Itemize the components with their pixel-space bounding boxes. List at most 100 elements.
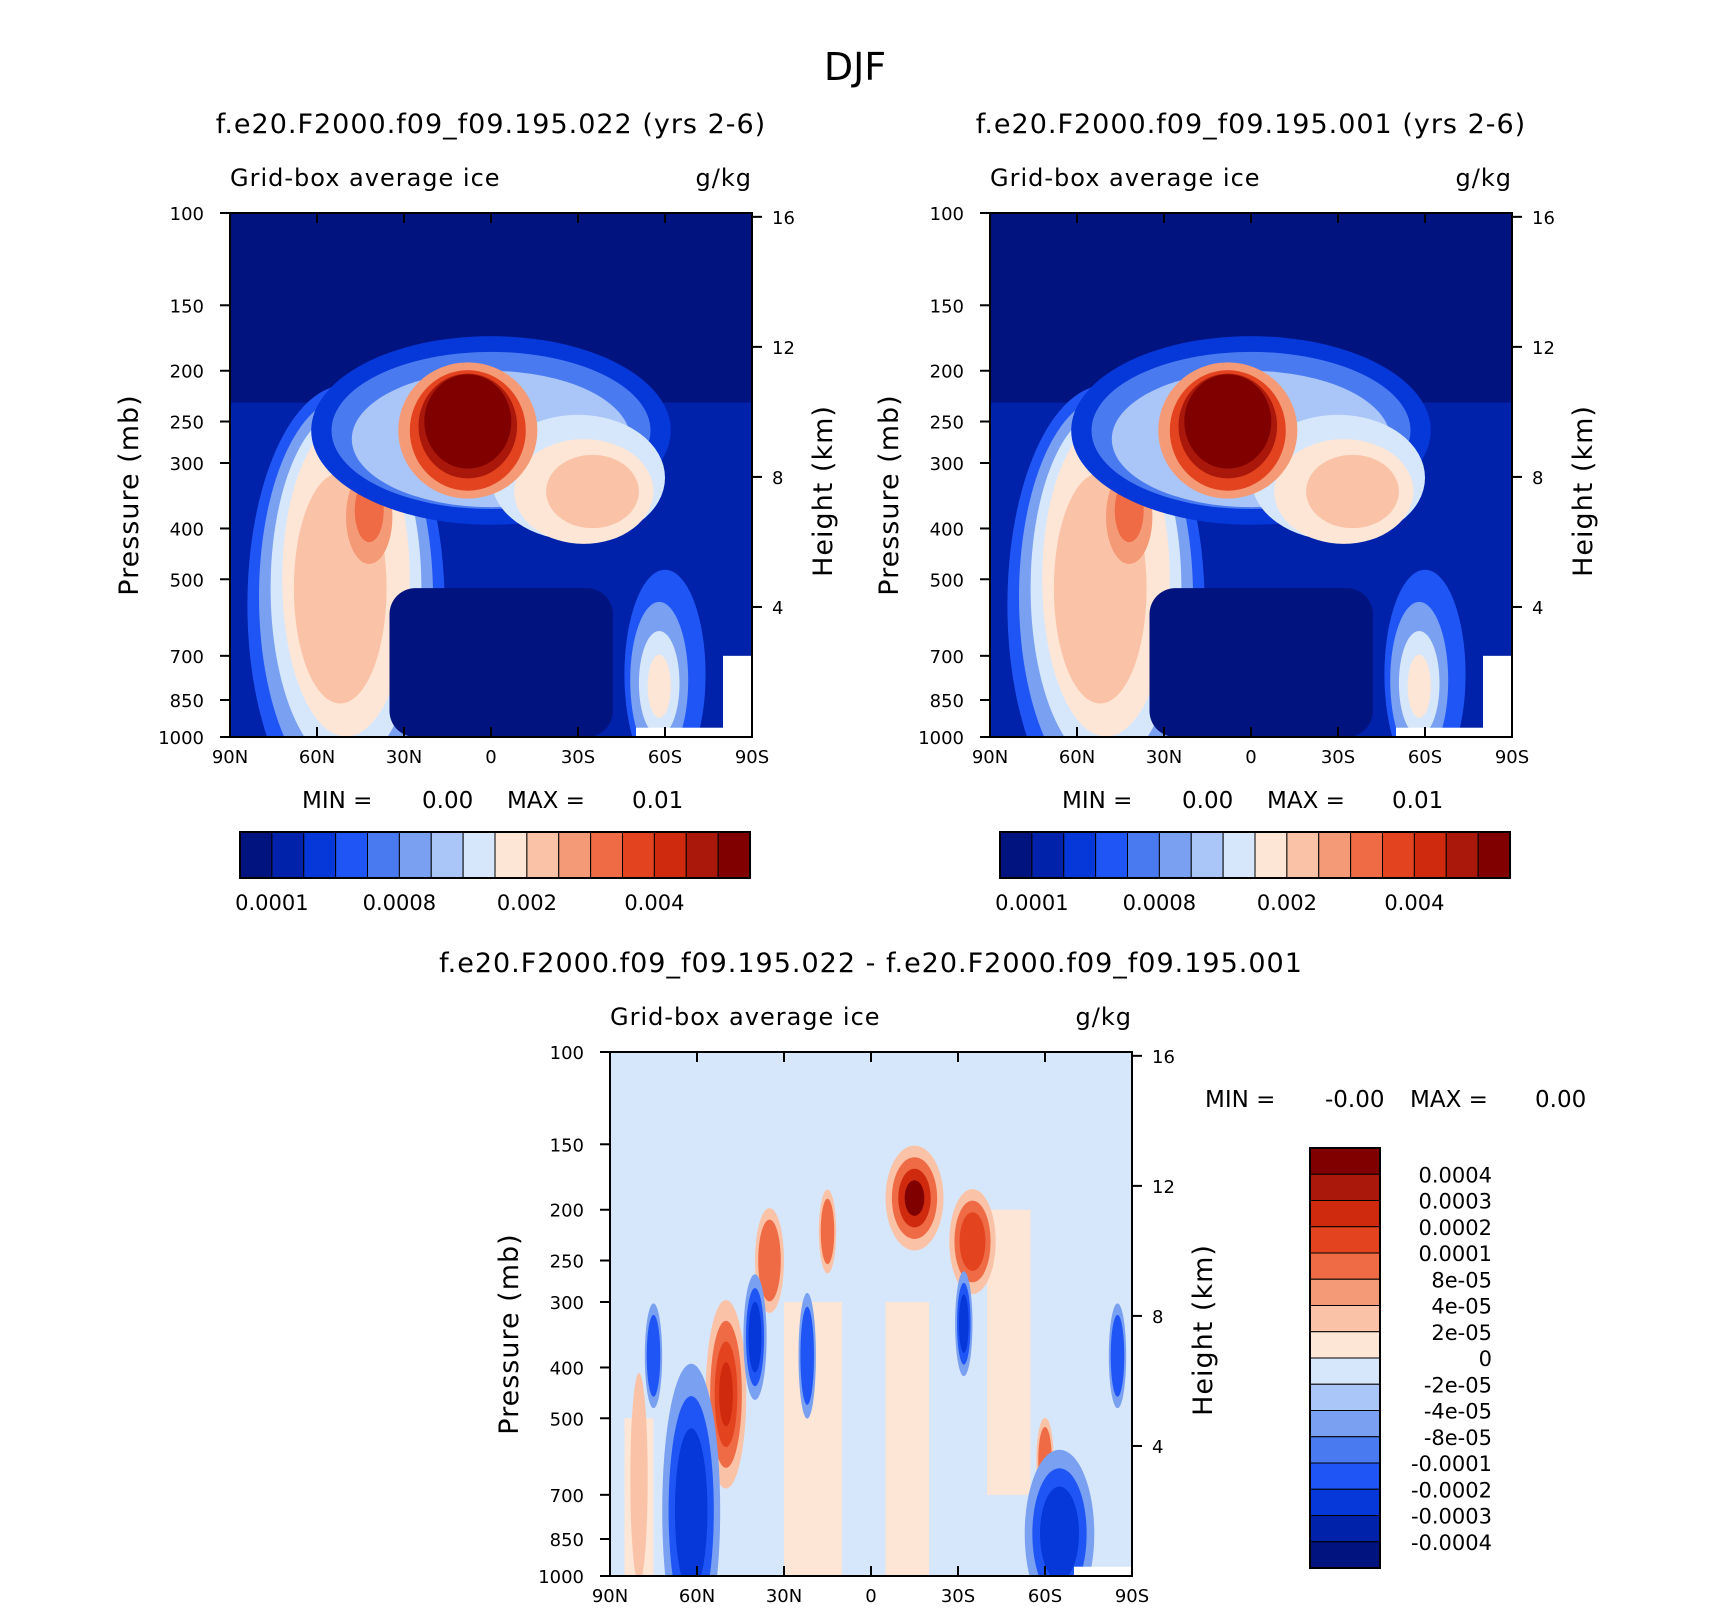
colorbar-swatch	[398, 831, 432, 879]
colorbar-label: -0.0003	[1411, 1505, 1492, 1529]
y-tick-label: 150	[550, 1135, 584, 1156]
contour-level	[1407, 654, 1431, 718]
missing-data	[1396, 727, 1512, 737]
contour-level	[758, 1219, 781, 1302]
colorbar-swatch	[1309, 1357, 1381, 1385]
x-tick-label: 0	[865, 1586, 876, 1607]
colorbar-swatch	[1309, 1436, 1381, 1464]
y-tick-label: 400	[170, 519, 204, 540]
y-tick-label: 200	[930, 362, 964, 383]
max-value: 0.00	[1535, 1087, 1586, 1113]
contour-level	[1184, 374, 1272, 469]
max-label: MAX =	[1267, 788, 1345, 814]
contour-level	[958, 1294, 969, 1354]
x-tick-label: 60S	[1408, 747, 1442, 768]
colorbar-swatch	[1309, 1226, 1381, 1254]
colorbar-label: 0.004	[624, 891, 684, 915]
y2-axis-label: Height (km)	[808, 405, 839, 577]
colorbar-swatch	[1477, 831, 1511, 879]
colorbar-swatch	[1309, 1278, 1381, 1306]
subtitle-right: g/kg	[696, 164, 752, 192]
y-axis-label: Pressure (mb)	[114, 394, 145, 595]
contour-level	[546, 454, 639, 529]
contour-level	[719, 1362, 733, 1427]
colorbar-swatch	[367, 831, 400, 879]
max-label: MAX =	[507, 788, 585, 814]
colorbar-swatch	[653, 831, 687, 879]
colorbar-swatch	[303, 831, 337, 879]
colorbar-label: 0.004	[1384, 891, 1444, 915]
colorbar-label: 0.0004	[1419, 1163, 1492, 1187]
y2-tick-label: 8	[1532, 468, 1543, 489]
colorbar-swatch	[1309, 1147, 1381, 1175]
colorbar-swatch	[1286, 831, 1320, 879]
y-tick-label: 250	[930, 413, 964, 434]
colorbar-swatch	[1309, 1252, 1381, 1280]
colorbar-swatch	[717, 831, 751, 879]
panel-2: f.e20.F2000.f09_f09.195.001 (yrs 2-6) Gri…	[874, 109, 1599, 768]
colorbar-swatch	[1382, 831, 1415, 879]
y-tick-label: 850	[170, 691, 204, 712]
colorbar-swatch	[1309, 1410, 1381, 1438]
colorbar-swatch	[494, 831, 528, 879]
x-tick-label: 90N	[592, 1586, 628, 1607]
min-max-2: MIN = 0.00 MAX = 0.01	[1062, 788, 1443, 814]
colorbar-swatch	[1127, 831, 1160, 879]
missing-data	[1483, 655, 1512, 737]
colorbar-swatch	[462, 831, 496, 879]
colorbar-swatch	[1063, 831, 1097, 879]
panel-3: f.e20.F2000.f09_f09.195.022 - f.e20.F200…	[439, 948, 1302, 1607]
colorbar-swatch	[1445, 831, 1479, 879]
colorbar-frame	[239, 831, 751, 879]
colorbar-swatch	[271, 831, 305, 879]
contour-level	[1306, 454, 1399, 529]
x-tick-label: 0	[485, 747, 496, 768]
y2-tick-label: 16	[1532, 208, 1555, 229]
contour-level	[674, 1428, 708, 1576]
y-tick-label: 500	[170, 570, 204, 591]
contour-level	[959, 1212, 986, 1271]
missing-data	[636, 727, 752, 737]
min-max-1: MIN = 0.00 MAX = 0.01	[302, 788, 683, 814]
colorbar-swatch	[622, 831, 655, 879]
x-tick-label: 90S	[735, 747, 769, 768]
page-title: DJF	[824, 45, 886, 89]
contour-level	[424, 374, 512, 469]
colorbar-label: -0.0001	[1411, 1452, 1492, 1476]
x-tick-label: 30S	[1321, 747, 1355, 768]
colorbar-swatch	[1309, 1200, 1381, 1228]
contour-level	[1110, 1314, 1125, 1397]
y-tick-label: 150	[170, 296, 204, 317]
min-label: MIN =	[1062, 788, 1132, 814]
y2-tick-label: 16	[772, 208, 795, 229]
colorbar-swatch	[335, 831, 368, 879]
contour-field	[990, 213, 1512, 737]
y-tick-label: 500	[550, 1409, 584, 1430]
colorbar-label: 2e-05	[1431, 1321, 1492, 1345]
colorbar-label: 0	[1479, 1347, 1492, 1371]
colorbar-label: 0.002	[497, 891, 557, 915]
contour-field	[610, 1052, 1132, 1576]
colorbar-swatch	[239, 831, 273, 879]
y2-tick-label: 4	[1532, 598, 1543, 619]
x-tick-label: 60N	[299, 747, 335, 768]
y-tick-label: 500	[930, 570, 964, 591]
y-tick-label: 150	[930, 296, 964, 317]
colorbar-label: 0.0001	[995, 891, 1068, 915]
colorbar-swatch	[1190, 831, 1224, 879]
x-tick-label: 60S	[648, 747, 682, 768]
min-label: MIN =	[302, 788, 372, 814]
y-tick-label: 250	[550, 1252, 584, 1273]
y2-tick-label: 16	[1152, 1047, 1175, 1068]
colorbar-label: -0.0004	[1411, 1531, 1492, 1555]
colorbar-swatch	[1309, 1383, 1381, 1411]
colorbar-swatch	[1095, 831, 1128, 879]
colorbar-swatch	[1413, 831, 1447, 879]
x-tick-label: 30N	[386, 747, 422, 768]
colorbar-swatch	[430, 831, 464, 879]
y2-tick-label: 4	[772, 598, 783, 619]
x-tick-label: 60S	[1028, 1586, 1062, 1607]
colorbar-swatch	[1254, 831, 1288, 879]
x-tick-label: 30S	[561, 747, 595, 768]
